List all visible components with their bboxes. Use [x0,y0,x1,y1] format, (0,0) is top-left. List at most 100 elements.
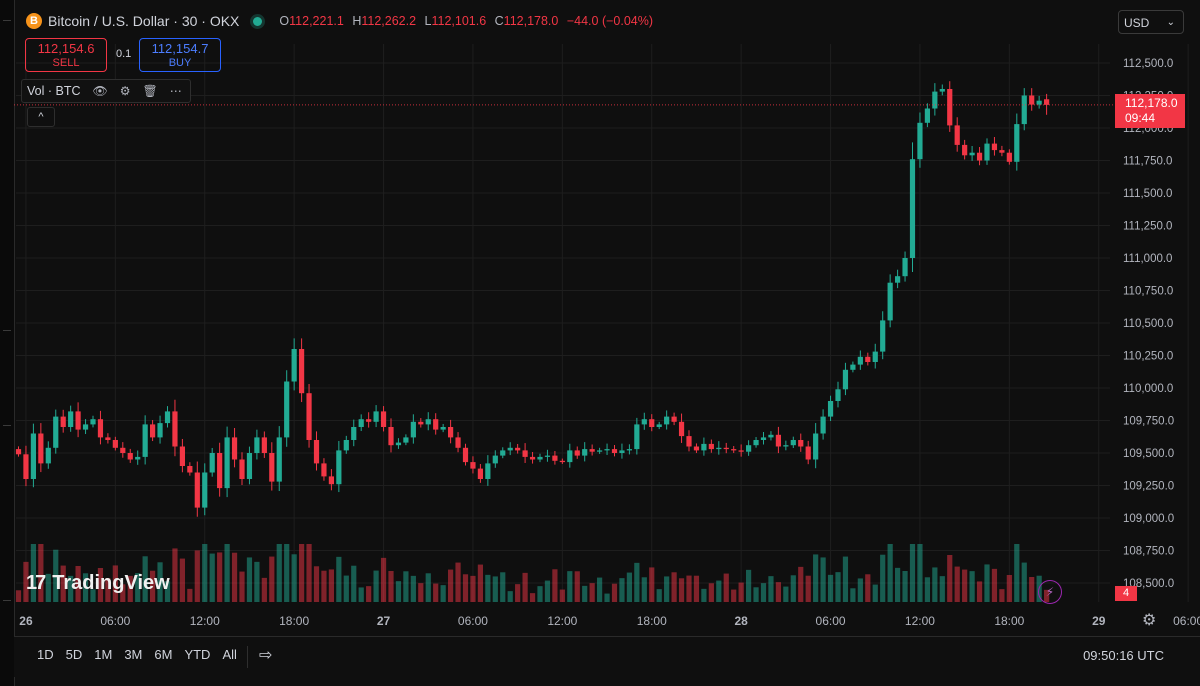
volume-bar [604,593,610,602]
utc-clock[interactable]: 09:50:16 UTC [1083,648,1164,663]
volume-bar [179,558,185,602]
chart-settings-icon[interactable]: ⚙ [1142,612,1157,629]
volume-bar [202,544,208,602]
volume-bar [626,572,632,602]
volume-bar [164,581,171,602]
time-tick-label: 29 [1092,614,1106,628]
buy-button[interactable]: 112,154.7 BUY [139,38,221,72]
candle-body [664,416,670,425]
time-tick-label: 18:00 [994,614,1024,628]
volume-bar [634,562,640,602]
candle-body [969,152,975,156]
volume-bar [708,583,714,602]
volume-bar [112,565,118,602]
lightning-icon[interactable]: ⚡ [1038,580,1062,604]
volume-bar [976,581,983,602]
volume-bar [641,577,647,602]
volume-bar [932,567,938,602]
candle-body [641,419,647,425]
candle-body [448,427,454,438]
range-1m[interactable]: 1M [94,647,113,662]
tradingview-wordmark: TradingView [52,572,170,594]
range-ytd[interactable]: YTD [184,647,211,662]
candle-body [455,437,461,448]
candle-body [470,462,476,469]
order-quantity[interactable]: 0.1 [116,48,132,60]
volume-bar [813,554,819,602]
sell-button[interactable]: 112,154.6 SELL [25,38,107,72]
candlesticks [15,81,1050,517]
volume-bar [857,578,863,602]
candle-body [984,143,990,161]
price-tick-label: 108,750.0 [1123,546,1174,558]
candle-body [500,450,506,456]
volume-bar [820,557,826,602]
time-tick-label: 27 [377,614,391,628]
price-tick-label: 111,750.0 [1123,156,1172,168]
volume-bar [418,583,424,602]
candle-body [187,466,193,473]
range-5d[interactable]: 5D [65,647,83,662]
candle-body [291,349,297,382]
candle-body [678,421,685,437]
candle-body [68,411,74,427]
volume-bar [157,562,163,602]
go-to-date-icon[interactable]: ⇨ [259,647,273,664]
symbol-legend[interactable]: B Bitcoin / U.S. Dollar · 30 · OKX O112,… [26,9,653,33]
volume-bar [97,568,104,602]
volume-bar [470,575,476,602]
date-range-selector: 1D 5D 1M 3M 6M YTD All [31,647,243,662]
high-key: H [352,14,362,28]
trash-icon[interactable]: 🗑 [142,84,158,98]
volume-bar [775,582,781,602]
symbol-title[interactable]: Bitcoin / U.S. Dollar · 30 · OKX [48,13,240,29]
currency-select[interactable]: USD ⌄ [1118,10,1184,34]
range-6m[interactable]: 6M [154,647,173,662]
candle-body [857,356,863,365]
time-axis: 26 06:00 12:00 18:00 27 06:00 12:00 18:00 28 06:0… [19,614,1200,628]
gear-icon[interactable]: ⚙ [119,84,131,98]
candle-body [321,463,327,477]
collapse-legend-button[interactable]: ^ [27,107,55,127]
volume-bar [790,575,796,602]
volume-bar [909,544,916,602]
volume-bar [768,576,774,602]
volume-bar [172,548,178,602]
volume-bar [701,588,707,602]
price-tick-label: 110,750.0 [1123,286,1173,298]
volume-indicator-legend[interactable]: Vol · BTC 👁 ⚙ 🗑 ⋯ [21,79,191,103]
candle-body [410,421,416,438]
volume-bar [589,583,595,602]
buy-label: BUY [168,57,192,69]
candle-body [358,419,364,427]
change-value: −44.0 (−0.04%) [566,14,654,28]
eye-icon[interactable]: 👁 [92,84,108,98]
volume-bar [254,561,260,602]
more-icon[interactable]: ⋯ [169,84,182,98]
volume-bar [582,585,588,602]
candle-body [313,440,320,464]
candle-body [529,456,536,460]
volume-bar [574,571,580,602]
time-tick-label: 12:00 [547,614,577,628]
volume-bar [291,554,297,602]
candle-body [112,440,118,448]
candle-body [522,450,528,457]
range-all[interactable]: All [222,647,237,662]
candle-body [1036,100,1042,105]
low-key: L [424,14,432,28]
candle-body [731,449,737,451]
candle-body [723,447,729,450]
price-tick-label: 111,500.0 [1123,188,1172,200]
candle-body [775,434,781,447]
volume-bar [880,554,886,602]
range-1d[interactable]: 1D [37,647,54,662]
open-key: O [279,14,290,28]
candle-body [202,472,208,508]
volume-bar [798,566,804,602]
range-3m[interactable]: 3M [124,647,143,662]
volume-bar [1014,544,1020,602]
volume-bar [515,584,521,602]
candle-body [97,419,104,438]
